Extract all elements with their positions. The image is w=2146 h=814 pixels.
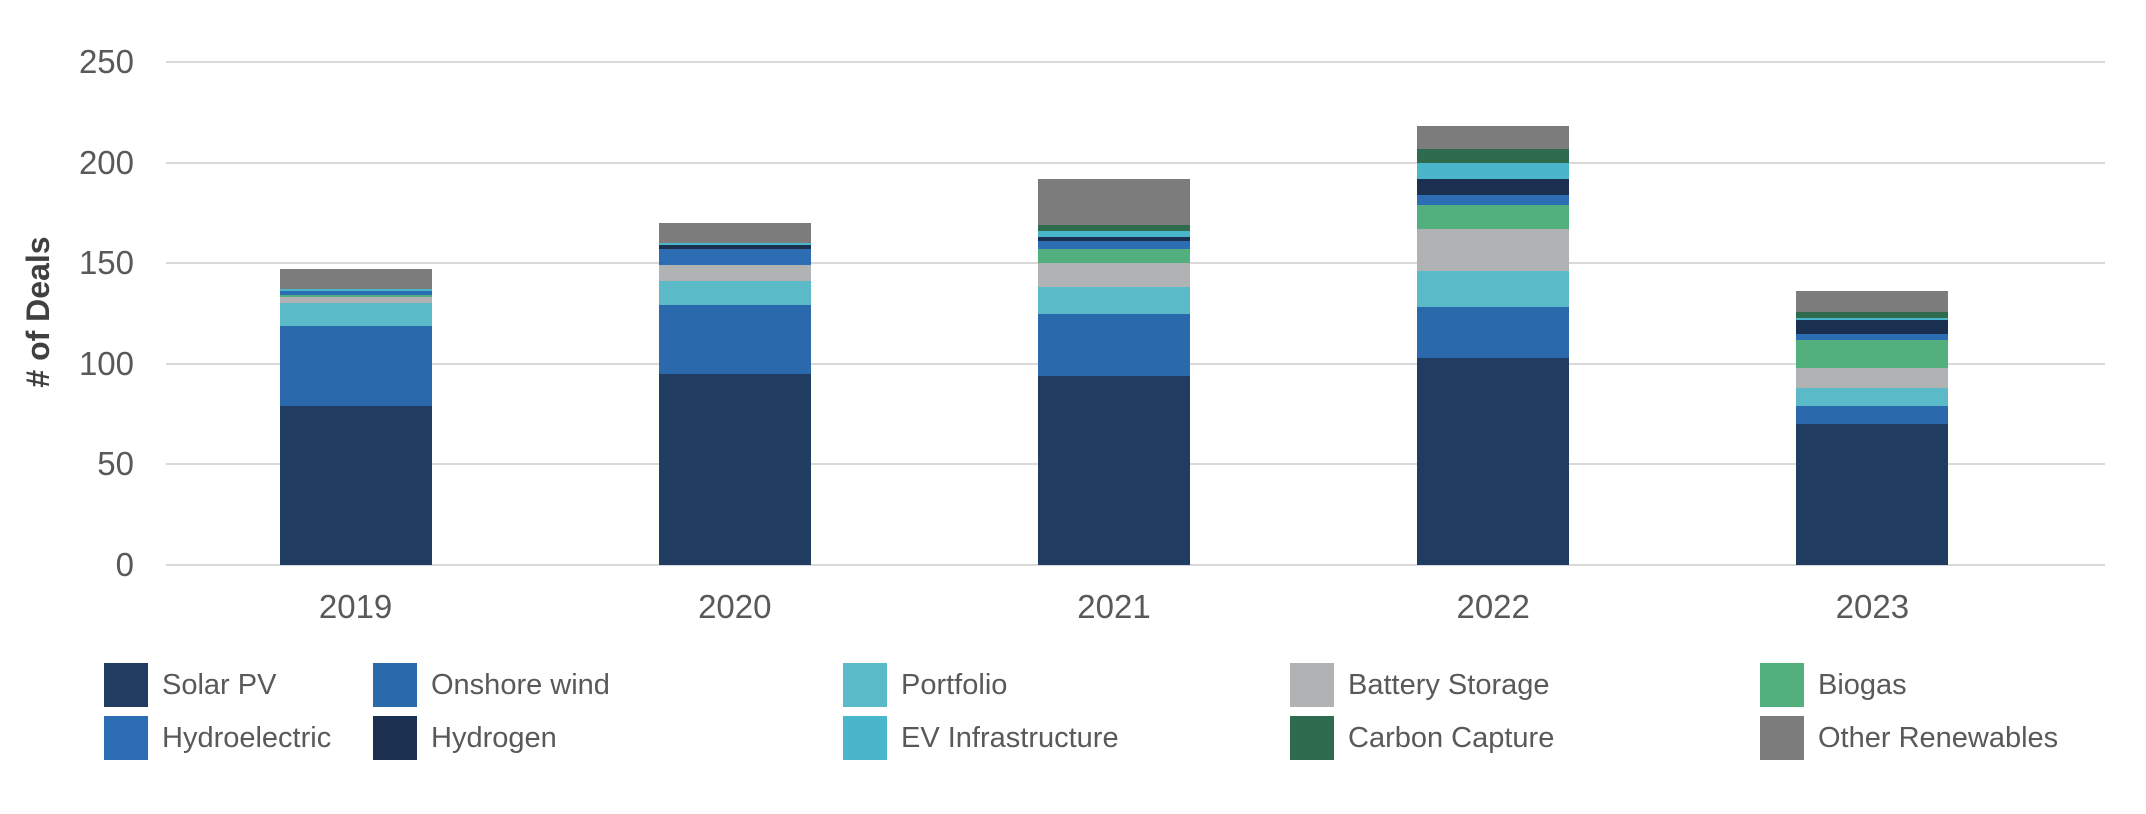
- legend-swatch-hydroelectric: [104, 716, 148, 760]
- bar-segment-2019-solar-pv: [279, 406, 432, 565]
- bar-segment-2022-battery-storage: [1417, 229, 1570, 272]
- bar-segment-2019-biogas: [279, 295, 432, 298]
- bar-segment-2022-biogas: [1417, 204, 1570, 230]
- y-tick-label-0: 0: [115, 546, 134, 583]
- legend-swatch-portfolio: [843, 663, 887, 707]
- bar-segment-2022-ev-infrastructure: [1417, 162, 1570, 179]
- x-tick-label-2019: 2019: [318, 588, 393, 625]
- legend-label-biogas: Biogas: [1818, 668, 1907, 701]
- bar-segment-2023-ev-infrastructure: [1796, 317, 1949, 320]
- bar-2021: [1038, 178, 1190, 565]
- legend-item-solar-pv: Solar PV: [104, 663, 373, 707]
- legend-label-other-renewables: Other Renewables: [1818, 721, 2059, 754]
- gridline-250: [166, 61, 2105, 63]
- bar-segment-2021-solar-pv: [1038, 375, 1190, 565]
- legend-item-carbon-capture: Carbon Capture: [1290, 716, 1760, 760]
- bar-2023: [1796, 291, 1949, 565]
- y-tick-label-200: 200: [78, 143, 134, 181]
- bar-segment-2020-portfolio: [658, 281, 811, 306]
- bar-segment-2022-other-renewables: [1417, 126, 1570, 149]
- x-tick-label-2023: 2023: [1835, 588, 1910, 625]
- bar-2019: [279, 269, 432, 565]
- bar-segment-2019-ev-infrastructure: [279, 289, 432, 292]
- bar-segment-2021-ev-infrastructure: [1038, 231, 1190, 238]
- bar-segment-2021-biogas: [1038, 249, 1190, 264]
- bar-segment-2021-hydrogen: [1038, 237, 1190, 242]
- legend-swatch-onshore-wind: [373, 663, 417, 707]
- legend-swatch-battery-storage: [1290, 663, 1334, 707]
- bar-segment-2021-battery-storage: [1038, 263, 1190, 288]
- bar-segment-2022-carbon-capture: [1417, 148, 1570, 163]
- bar-segment-2020-hydroelectric: [658, 249, 811, 266]
- bar-segment-2023-biogas: [1796, 339, 1949, 368]
- bar-segment-2020-hydrogen: [658, 245, 811, 250]
- y-tick-label-250: 250: [78, 43, 134, 80]
- bar-segment-2023-hydroelectric: [1796, 333, 1949, 340]
- bar-segment-2022-hydroelectric: [1417, 194, 1570, 205]
- legend-swatch-carbon-capture: [1290, 716, 1334, 760]
- legend-item-ev-infrastructure: EV Infrastructure: [843, 716, 1290, 760]
- legend-label-solar-pv: Solar PV: [162, 668, 277, 701]
- gridline-0: [166, 564, 2105, 566]
- bar-segment-2019-portfolio: [279, 303, 432, 326]
- bar-segment-2022-hydrogen: [1417, 178, 1570, 195]
- legend-swatch-ev-infrastructure: [843, 716, 887, 760]
- legend-swatch-hydrogen: [373, 716, 417, 760]
- legend-label-carbon-capture: Carbon Capture: [1348, 721, 1555, 754]
- y-axis-title: # of Deals: [20, 236, 56, 388]
- y-tick-label-100: 100: [78, 344, 134, 382]
- bar-segment-2023-portfolio: [1796, 387, 1949, 407]
- legend-item-portfolio: Portfolio: [843, 663, 1290, 707]
- bar-segment-2020-onshore-wind: [658, 305, 811, 374]
- y-tick-label-50: 50: [97, 445, 134, 483]
- bar-segment-2023-other-renewables: [1796, 291, 1949, 312]
- bar-segment-2023-carbon-capture: [1796, 311, 1949, 318]
- bar-segment-2022-onshore-wind: [1417, 307, 1570, 358]
- bar-segment-2022-solar-pv: [1417, 357, 1570, 565]
- bar-segment-2023-hydrogen: [1796, 319, 1949, 334]
- legend-label-portfolio: Portfolio: [901, 668, 1008, 701]
- bar-segment-2021-portfolio: [1038, 287, 1190, 314]
- legend-label-ev-infrastructure: EV Infrastructure: [901, 721, 1119, 754]
- legend-label-hydrogen: Hydrogen: [431, 721, 557, 754]
- legend-label-battery-storage: Battery Storage: [1348, 668, 1550, 701]
- bar-segment-2023-battery-storage: [1796, 367, 1949, 388]
- legend-label-onshore-wind: Onshore wind: [431, 668, 610, 701]
- bar-segment-2019-battery-storage: [279, 297, 432, 304]
- bar-segment-2020-solar-pv: [658, 373, 811, 565]
- bar-segment-2021-hydroelectric: [1038, 241, 1190, 250]
- bar-segment-2022-portfolio: [1417, 271, 1570, 308]
- x-tick-label-2022: 2022: [1456, 588, 1530, 625]
- bar-2022: [1417, 126, 1570, 565]
- legend-item-battery-storage: Battery Storage: [1290, 663, 1760, 707]
- x-tick-label-2021: 2021: [1077, 588, 1151, 625]
- legend-swatch-biogas: [1760, 663, 1804, 707]
- gridline-200: [166, 161, 2105, 164]
- bar-segment-2021-other-renewables: [1038, 178, 1190, 226]
- legend-item-hydrogen: Hydrogen: [373, 716, 843, 760]
- legend-item-onshore-wind: Onshore wind: [373, 663, 843, 707]
- bar-segment-2019-onshore-wind: [279, 325, 432, 407]
- legend-item-biogas: Biogas: [1760, 663, 2058, 707]
- legend-swatch-solar-pv: [104, 663, 148, 707]
- legend: Solar PV Onshore wind Portfolio Battery Sto…: [104, 663, 2058, 760]
- bar-segment-2020-other-renewables: [658, 223, 811, 244]
- bar-2020: [658, 223, 811, 565]
- bar-segment-2021-carbon-capture: [1038, 225, 1190, 232]
- y-tick-label-150: 150: [78, 244, 134, 282]
- x-tick-label-2020: 2020: [698, 588, 772, 625]
- legend-label-hydroelectric: Hydroelectric: [162, 721, 332, 754]
- bar-segment-2023-onshore-wind: [1796, 406, 1949, 425]
- bar-segment-2021-onshore-wind: [1038, 313, 1190, 376]
- bar-segment-2019-hydroelectric: [279, 291, 432, 296]
- bar-segment-2020-ev-infrastructure: [658, 243, 811, 246]
- legend-swatch-other-renewables: [1760, 716, 1804, 760]
- bar-segment-2023-solar-pv: [1796, 424, 1949, 565]
- bar-segment-2019-other-renewables: [279, 269, 432, 290]
- legend-item-other-renewables: Other Renewables: [1760, 716, 2058, 760]
- bar-segment-2020-battery-storage: [658, 265, 811, 282]
- legend-item-hydroelectric: Hydroelectric: [104, 716, 373, 760]
